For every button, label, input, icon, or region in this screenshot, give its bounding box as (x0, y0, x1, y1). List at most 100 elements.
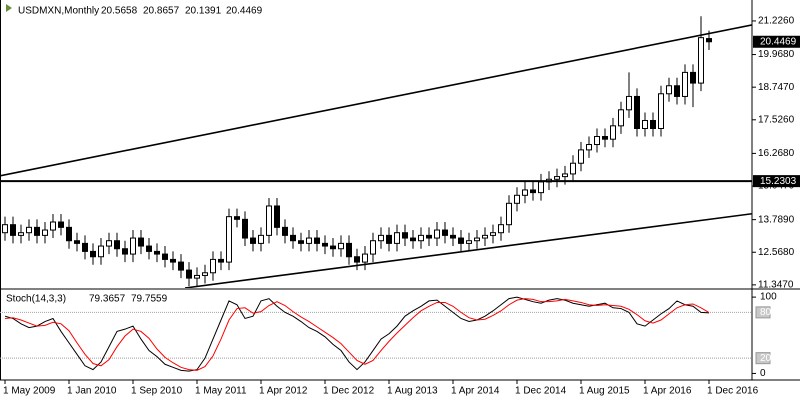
time-tick-label: 1 Dec 2012 (323, 386, 375, 397)
symbol-title: USDMXN,Monthly (18, 6, 99, 17)
candle-body (602, 136, 608, 140)
candle-body (698, 37, 704, 84)
price-plot (0, 16, 752, 288)
candle-body (706, 38, 712, 43)
time-tick-label: 1 Aug 2015 (579, 386, 630, 397)
candle-body (354, 256, 360, 263)
candle-body (186, 269, 192, 279)
candle-body (586, 144, 592, 151)
candle-body (66, 226, 72, 242)
candle-body (498, 224, 504, 234)
indicator-plot (0, 296, 752, 372)
price-tick-label: 16.2680 (758, 148, 795, 159)
time-tick-label: 1 Dec 2014 (515, 386, 567, 397)
candle-body (506, 202, 512, 226)
candle-body (482, 234, 488, 239)
candle-body (514, 194, 520, 204)
time-tick-label: 1 Sep 2010 (131, 386, 183, 397)
candle-body (258, 234, 264, 244)
candle-body (682, 71, 688, 97)
candle-body (242, 218, 248, 239)
price-tick-label: 11.3470 (758, 280, 794, 291)
candle-body (610, 125, 616, 140)
candle-body (530, 189, 536, 194)
candle-body (658, 93, 664, 130)
price-tick-label: 18.7470 (758, 82, 795, 93)
candle-body (18, 232, 24, 236)
last-price-badge (753, 35, 800, 48)
candle-body (74, 240, 80, 244)
candle-body (210, 258, 216, 274)
candle-body (282, 226, 288, 236)
candle-body (34, 226, 40, 236)
indicator-tick-label: 0 (760, 368, 766, 379)
candle-body (234, 216, 240, 220)
candle-body (554, 176, 560, 180)
candle-body (466, 240, 472, 244)
level-badge (755, 352, 771, 365)
indicator-line (4, 298, 710, 371)
level-badge (753, 175, 800, 188)
candle-body (362, 253, 368, 263)
candle-body (178, 261, 184, 271)
candle-body (298, 240, 304, 244)
candle-body (106, 240, 112, 247)
candle-body (170, 258, 176, 263)
candle-body (410, 237, 416, 242)
candle-body (594, 136, 600, 146)
candle-body (690, 71, 696, 84)
candle-body (338, 242, 344, 250)
candle-body (674, 85, 680, 97)
candle-body (434, 229, 440, 239)
indicator-tick-label: 80 (760, 307, 772, 318)
candle-body (626, 95, 632, 111)
header-high: 20.8657 (143, 6, 180, 17)
candle-body (114, 240, 120, 250)
candle-body (10, 224, 16, 236)
candle-body (370, 240, 376, 255)
candle-body (202, 272, 208, 276)
time-tick-label: 1 Apr 2014 (451, 386, 500, 397)
candle-body (346, 242, 352, 258)
candle-body (250, 237, 256, 244)
price-tick-label: 13.7890 (758, 214, 795, 225)
candle-body (642, 119, 648, 130)
time-tick-label: 1 May 2011 (195, 386, 247, 397)
header-low: 20.1391 (185, 6, 222, 17)
indicator-tick-label: 100 (760, 292, 777, 303)
header-open: 20.5658 (101, 6, 138, 17)
price-tick-label: 21.2260 (758, 16, 795, 27)
header-close: 20.4469 (226, 6, 263, 17)
candle-body (570, 162, 576, 175)
candle-body (618, 109, 624, 127)
level-badge (755, 306, 771, 319)
trendline (184, 212, 752, 288)
candle-body (2, 224, 8, 234)
candle-body (450, 234, 456, 239)
candle-body (666, 85, 672, 95)
candle-body (314, 237, 320, 244)
candle-body (122, 248, 128, 255)
trendline (0, 24, 752, 177)
candle-body (82, 242, 88, 252)
candle-body (402, 232, 408, 239)
candle-body (42, 229, 48, 236)
time-tick-label: 1 Aug 2013 (387, 386, 438, 397)
candle-body (386, 234, 392, 244)
candle-body (218, 258, 224, 263)
candle-body (290, 234, 296, 242)
candle-body (330, 245, 336, 250)
price-tick-label: 17.5260 (758, 114, 795, 125)
candle-body (50, 221, 56, 231)
candle-body (274, 205, 280, 228)
time-tick-label: 1 Dec 2016 (707, 386, 759, 397)
candle-body (474, 237, 480, 242)
symbol-icon (6, 4, 12, 12)
candle-body (138, 237, 144, 247)
candle-body (226, 216, 232, 263)
candle-body (650, 119, 656, 130)
candle-body (490, 232, 496, 236)
last-price-label: 20.4469 (760, 36, 797, 47)
candle-body (578, 149, 584, 164)
